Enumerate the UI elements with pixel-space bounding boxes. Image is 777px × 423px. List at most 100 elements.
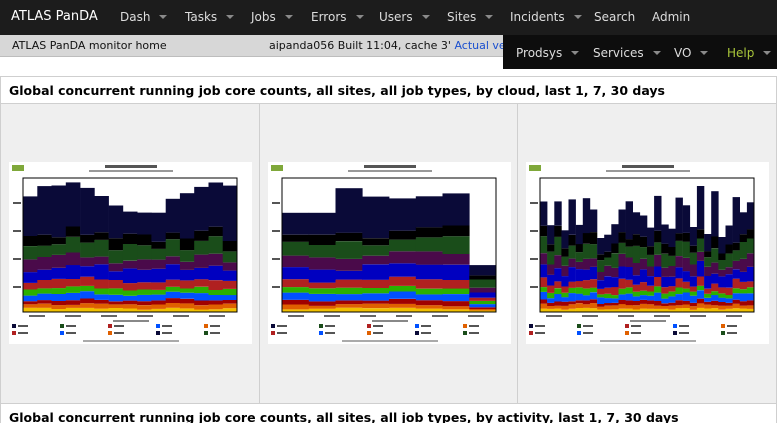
legend-label xyxy=(679,325,689,327)
nav-prodsys[interactable]: Prodsys xyxy=(516,46,580,60)
plot-bar-segment xyxy=(625,305,633,309)
caret-down-icon xyxy=(355,14,364,19)
plot-bar-segment xyxy=(654,305,662,309)
plot-bar-segment xyxy=(442,193,470,226)
nav-help[interactable]: Help xyxy=(727,46,772,60)
plot-axis-tick xyxy=(582,315,598,317)
nav-users[interactable]: Users xyxy=(379,10,430,24)
plot-bar-segment xyxy=(597,254,605,261)
plot-bar-segment xyxy=(179,269,195,281)
plot-bar-segment xyxy=(625,201,633,240)
plot-bar-segment xyxy=(415,294,443,301)
plot-bar-segment xyxy=(194,293,209,301)
plot-bar-segment xyxy=(122,243,138,261)
plot-bar-segment xyxy=(335,279,363,288)
plot-bar-segment xyxy=(618,278,626,289)
plot-bar-segment xyxy=(704,304,712,309)
plot-bar-segment xyxy=(561,256,569,266)
plot-bar-segment xyxy=(732,293,740,300)
plot-axis-tick xyxy=(13,230,21,232)
plot-bar-segment xyxy=(540,303,548,309)
plot-bar-segment xyxy=(711,262,719,274)
nav-incidents[interactable]: Incidents xyxy=(510,10,582,24)
plot-bar-segment xyxy=(597,297,605,304)
legend-swatch xyxy=(60,324,64,328)
legend-label xyxy=(277,325,287,327)
plot-bar-segment xyxy=(696,229,705,239)
plot-bar-segment xyxy=(122,283,138,291)
plot-bar-segment xyxy=(632,234,641,246)
legend-label xyxy=(469,325,479,327)
plot-bar-segment xyxy=(122,308,138,312)
plot-bar-segment xyxy=(589,303,598,309)
plot-bar-segment xyxy=(746,267,755,282)
plot-bar-segment xyxy=(389,198,417,231)
plot-bar-segment xyxy=(179,308,195,312)
plot-bar-segment xyxy=(589,244,598,259)
nav-admin[interactable]: Admin xyxy=(652,10,691,24)
plot-bar-segment xyxy=(222,303,238,309)
plot-image-7day[interactable] xyxy=(268,162,511,344)
monitor-home-link[interactable]: ATLAS PanDA monitor home xyxy=(12,39,167,52)
plot-bar-segment xyxy=(689,309,698,312)
plot-bar-segment xyxy=(739,242,748,259)
plot-bar-segment xyxy=(547,264,555,275)
plot-bar-segment xyxy=(94,299,109,304)
nav-vo[interactable]: VO xyxy=(674,46,709,60)
caret-down-icon xyxy=(763,50,772,55)
plot-bar-segment xyxy=(442,236,470,254)
plot-image-1day[interactable] xyxy=(9,162,252,344)
plot-bar-segment xyxy=(704,297,712,302)
plot-bar-segment xyxy=(308,306,336,309)
plot-bar-segment xyxy=(632,309,641,312)
legend-swatch xyxy=(463,324,467,328)
caret-down-icon xyxy=(159,14,168,19)
plot-bar-segment xyxy=(689,291,698,296)
legend-swatch xyxy=(673,324,677,328)
plot-axis-label xyxy=(372,320,408,322)
plot-bar-segment xyxy=(704,308,712,312)
legend-swatch xyxy=(463,331,467,335)
plot-bar-segment xyxy=(739,271,748,282)
plot-bar-segment xyxy=(711,300,719,306)
nav-search[interactable]: Search xyxy=(594,10,636,24)
brand-link[interactable]: ATLAS PanDA xyxy=(11,9,98,24)
plot-bar-segment xyxy=(746,229,755,239)
plot-bar-segment xyxy=(696,285,705,291)
legend-label xyxy=(325,325,335,327)
plot-bar-segment xyxy=(165,264,181,280)
plot-bar-segment xyxy=(739,289,748,294)
plot-bar-segment xyxy=(179,261,195,270)
legend-swatch xyxy=(319,324,323,328)
nav-errors[interactable]: Errors xyxy=(311,10,364,24)
plot-bar-segment xyxy=(675,308,683,312)
legend-label xyxy=(210,332,220,334)
nav-services[interactable]: Services xyxy=(593,46,661,60)
plot-bar-segment xyxy=(540,277,548,288)
plot-bar-segment xyxy=(51,301,67,306)
plot-bar-segment xyxy=(108,301,124,305)
legend-swatch xyxy=(60,331,64,335)
plot-bar-segment xyxy=(469,301,497,305)
legend-swatch xyxy=(625,331,629,335)
plot-bar-segment xyxy=(80,307,95,312)
nav-dash[interactable]: Dash xyxy=(120,10,168,24)
plot-bar-segment xyxy=(675,300,683,306)
legend-label xyxy=(583,332,593,334)
plot-bar-segment xyxy=(208,309,224,312)
plot-axis-tick xyxy=(272,202,280,204)
plot-image-30day[interactable] xyxy=(526,162,769,344)
nav-sites[interactable]: Sites xyxy=(447,10,494,24)
legend-label xyxy=(631,325,641,327)
legend-swatch xyxy=(721,324,725,328)
plot-bar-segment xyxy=(725,267,733,275)
plot-bar-segment xyxy=(711,236,719,249)
nav-jobs[interactable]: Jobs xyxy=(251,10,293,24)
nav-tasks[interactable]: Tasks xyxy=(185,10,235,24)
legend-swatch xyxy=(367,331,371,335)
plot-cell-1day xyxy=(0,104,260,403)
plot-bar-segment xyxy=(415,227,443,238)
plot-bar-segment xyxy=(23,307,38,312)
plot-axis-tick xyxy=(137,315,153,317)
plot-bar-segment xyxy=(689,276,698,287)
